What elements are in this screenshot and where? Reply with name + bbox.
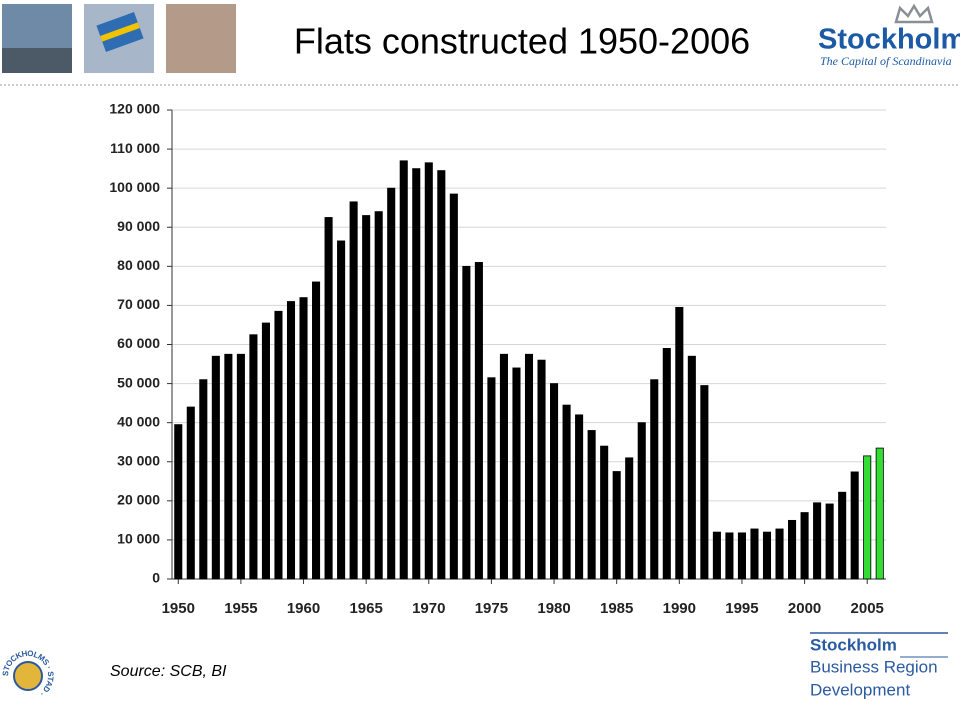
bar [211, 355, 220, 580]
bar [524, 353, 534, 580]
y-tick-label: 40 000 [117, 413, 160, 429]
bar [236, 353, 245, 580]
bar [550, 383, 559, 580]
x-tick-label: 1985 [600, 600, 633, 617]
photo-city-water [2, 48, 72, 73]
x-tick-label: 1955 [224, 600, 257, 617]
x-tick-label: 1980 [537, 600, 570, 617]
bar [662, 348, 671, 580]
x-tick-label: 1990 [663, 600, 696, 617]
bar [437, 170, 446, 580]
x-tick-label: 1960 [287, 600, 320, 617]
bar [224, 353, 233, 580]
crown-icon [894, 3, 934, 24]
bar [637, 422, 646, 580]
bar [324, 217, 333, 580]
bar [412, 168, 421, 580]
bar [537, 359, 546, 580]
bar [312, 281, 321, 580]
bar [424, 162, 433, 580]
bar [512, 367, 521, 580]
bar [349, 201, 358, 580]
logo-bottom-line: Business Region [810, 657, 938, 676]
bar [813, 502, 822, 580]
chart-title: Flats constructed 1950-2006 [294, 21, 750, 62]
bar [299, 297, 308, 580]
bar [199, 379, 208, 580]
bar [712, 531, 721, 580]
y-tick-label: 50 000 [117, 374, 160, 390]
x-tick-label: 1975 [475, 600, 508, 617]
bar [487, 377, 496, 580]
bar [499, 353, 508, 580]
bar [700, 385, 709, 580]
bar [762, 531, 772, 580]
bar [850, 471, 859, 580]
bar [675, 306, 684, 580]
source: Source: SCB, BI [110, 663, 227, 680]
bar [249, 334, 258, 580]
y-tick-label: 10 000 [117, 531, 160, 547]
bar [474, 262, 483, 580]
y-tick-label: 90 000 [117, 218, 160, 234]
bar [562, 404, 571, 580]
logo-name: Stockholm [818, 24, 960, 56]
bar [174, 424, 183, 580]
bar [687, 355, 696, 580]
bar [800, 512, 809, 580]
bar [274, 310, 283, 580]
bar [337, 240, 346, 580]
bar [725, 532, 734, 580]
bar [374, 211, 383, 580]
bar [737, 532, 746, 580]
bar [600, 445, 609, 580]
bar [625, 457, 634, 580]
flag-yellow [100, 22, 140, 42]
bar [286, 301, 296, 580]
bar [362, 215, 371, 580]
y-tick-label: 60 000 [117, 335, 160, 351]
y-tick-label: 70 000 [117, 296, 160, 312]
bar [587, 430, 596, 580]
y-tick-label: 20 000 [117, 492, 160, 508]
bar [650, 379, 659, 580]
logo-tagline: The Capital of Scandinavia [820, 54, 952, 68]
bar [825, 503, 834, 580]
x-tick-label: 2005 [851, 600, 884, 617]
bar [387, 187, 396, 580]
x-tick-label: 1995 [725, 600, 758, 617]
x-tick-label: 1965 [349, 600, 382, 617]
y-tick-label: 80 000 [117, 257, 160, 273]
bar [838, 491, 847, 580]
bar [261, 322, 270, 580]
logo-bottom-line: Development [810, 680, 910, 699]
y-tick-label: 120 000 [109, 101, 160, 117]
bar [186, 406, 195, 580]
bar [863, 455, 872, 580]
x-tick-label: 1950 [162, 600, 195, 617]
bar [449, 193, 458, 580]
bar [612, 471, 621, 580]
bar [788, 519, 797, 580]
bar [750, 528, 759, 580]
logo-bottom-line: Stockholm [810, 635, 897, 654]
y-tick-label: 110 000 [110, 140, 160, 156]
bar [775, 528, 784, 580]
bar [399, 160, 408, 580]
y-tick-label: 0 [152, 570, 160, 586]
y-tick-label: 100 000 [109, 179, 160, 195]
bar [575, 414, 584, 580]
x-tick-label: 2000 [788, 600, 821, 617]
bar [875, 447, 884, 580]
y-tick-label: 30 000 [117, 452, 160, 468]
bar [462, 265, 471, 580]
seal-crest [13, 661, 43, 691]
x-tick-label: 1970 [412, 600, 445, 617]
photo-sign [166, 4, 236, 73]
